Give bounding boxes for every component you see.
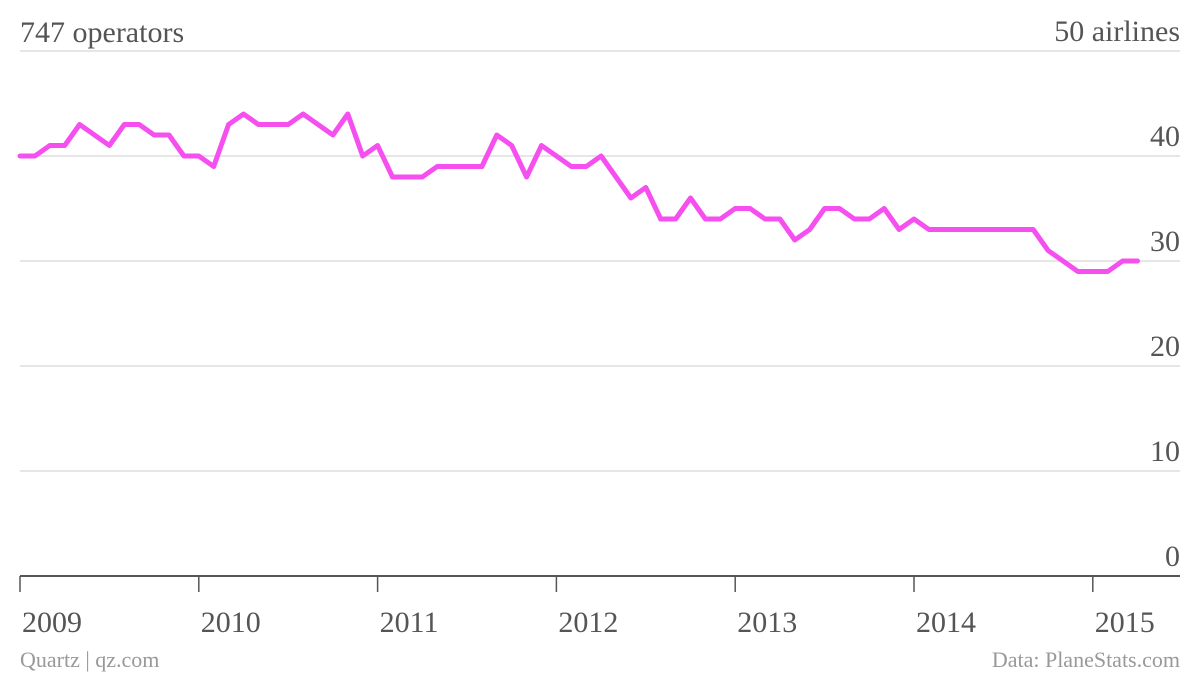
line bbox=[17, 111, 1140, 274]
y-tick-label: 40 bbox=[1150, 120, 1180, 153]
x-tick-label: 2009 bbox=[22, 606, 82, 639]
x-tick-label: 2015 bbox=[1095, 606, 1155, 639]
y-tick-label: 30 bbox=[1150, 225, 1180, 258]
x-tick-label: 2014 bbox=[916, 606, 976, 639]
chart-title: 747 operators bbox=[20, 16, 184, 49]
y-tick-label: 50 airlines bbox=[1054, 15, 1180, 48]
x-tick-label: 2010 bbox=[201, 606, 261, 639]
credit: Quartz | qz.com bbox=[20, 647, 159, 672]
source: Data: PlaneStats.com bbox=[992, 647, 1180, 672]
x-tick-label: 2013 bbox=[737, 606, 797, 639]
x-tick-label: 2012 bbox=[558, 606, 618, 639]
y-tick-label: 10 bbox=[1150, 435, 1180, 468]
x-tick-label: 2011 bbox=[380, 606, 439, 639]
y-tick-label: 0 bbox=[1165, 540, 1180, 573]
y-tick-label: 20 bbox=[1150, 330, 1180, 363]
